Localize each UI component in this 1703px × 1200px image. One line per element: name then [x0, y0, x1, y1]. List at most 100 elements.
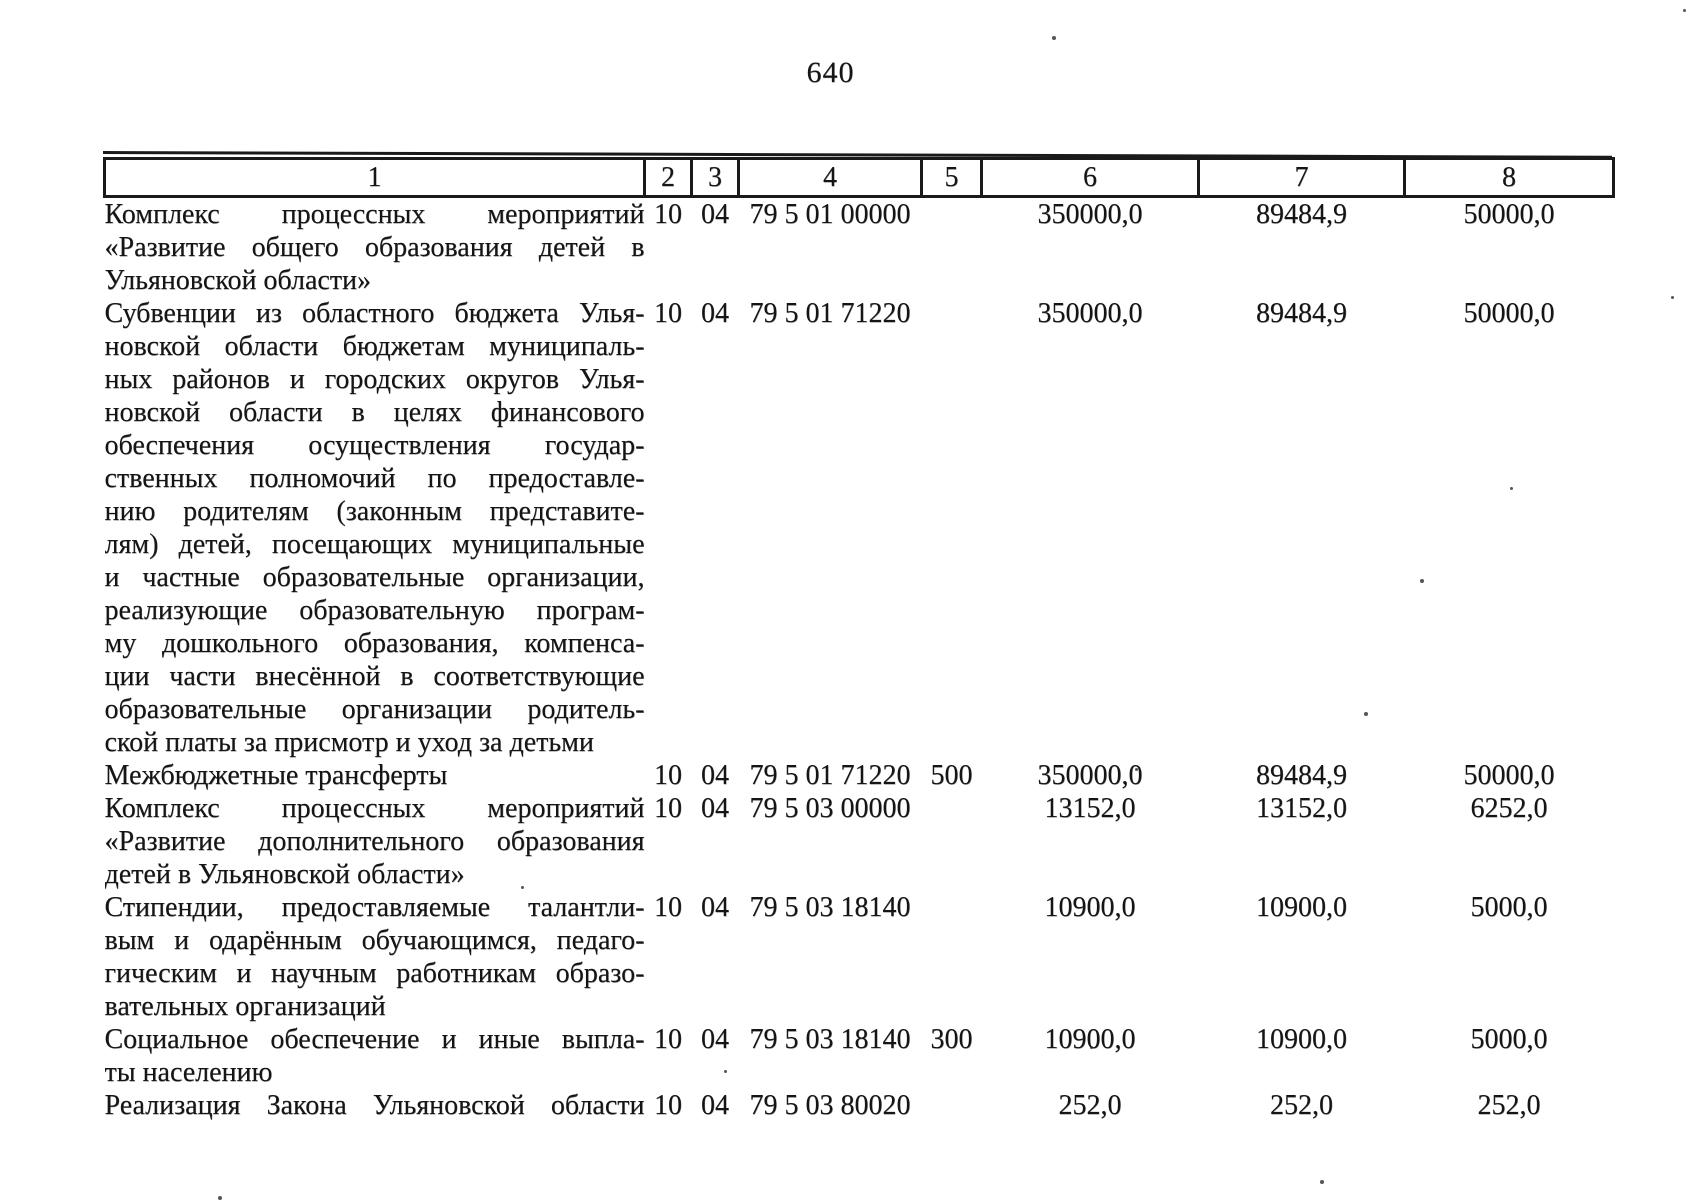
cell-col3: 04: [701, 298, 729, 329]
table-header-row: 1 2 3 4 5 6 7 8: [103, 157, 1615, 198]
scan-speck: [724, 1070, 727, 1073]
column-header-4: 4: [737, 157, 923, 198]
cell-col3: 04: [701, 760, 729, 791]
expense-name-line: обеспечения осуществления государ-: [104, 430, 645, 461]
expense-name-line: ской платы за присмотр и уход за детьми: [104, 727, 594, 758]
table-row: Комплекс процессных мероприятий «Развитие…: [105, 792, 1614, 891]
expense-name-line: Стипендии, предоставляемые талантли-: [104, 892, 645, 923]
scan-speck: [521, 886, 524, 889]
expense-name-line: новской области бюджетам муниципаль-: [104, 331, 645, 362]
column-header-1: 1: [103, 157, 646, 198]
column-header-7: 7: [1197, 157, 1406, 198]
expense-name-line: вательных организаций: [104, 991, 386, 1022]
cell-col6: 350000,0: [1037, 760, 1143, 791]
scan-speck: [1671, 296, 1674, 299]
scan-speck: [1052, 36, 1056, 40]
page-number: 640: [806, 56, 855, 89]
expense-name-line: Межбюджетные трансферты: [104, 760, 448, 791]
cell-col6: 350000,0: [1037, 199, 1143, 230]
cell-col6: 350000,0: [1037, 298, 1143, 329]
expense-name-line: образовательные организации родитель-: [104, 694, 645, 725]
expense-name-line: Комплекс процессных мероприятий: [104, 793, 645, 824]
cell-col6: 10900,0: [1044, 892, 1136, 923]
cell-expense-name: Социальное обеспечение и иные выпла-ты н…: [105, 1023, 645, 1089]
expense-name-line: Социальное обеспечение и иные выпла-: [104, 1024, 645, 1055]
cell-expense-name: Межбюджетные трансферты: [105, 759, 645, 792]
scan-speck: [1320, 1180, 1324, 1184]
cell-col2: 10: [654, 793, 682, 824]
column-header-6: 6: [980, 157, 1200, 198]
table-row: Социальное обеспечение и иные выпла-ты н…: [105, 1023, 1614, 1089]
cell-col2: 10: [654, 199, 682, 230]
column-header-3: 3: [690, 157, 740, 198]
cell-expense-name: Стипендии, предоставляемые талантли-вым …: [105, 891, 645, 1023]
column-header-2: 2: [643, 157, 693, 198]
column-header-5: 5: [920, 157, 983, 198]
table-row: Стипендии, предоставляемые талантли-вым …: [105, 891, 1614, 1023]
scan-speck: [260, 837, 263, 840]
scan-speck: [1364, 712, 1368, 716]
expense-name-line: «Развитие общего образования детей в: [104, 232, 645, 263]
cell-col3: 04: [701, 1024, 729, 1055]
expense-name-line: Субвенции из областного бюджета Улья-: [104, 298, 645, 329]
scan-speck: [218, 1196, 222, 1200]
expense-name-line: вым и одарённым обучающимся, педаго-: [104, 925, 645, 956]
cell-col8: 50000,0: [1463, 298, 1555, 329]
cell-col5: [922, 792, 982, 891]
cell-col8: 6252,0: [1470, 793, 1548, 824]
cell-col4: 79 5 01 71220: [749, 760, 911, 791]
cell-col2: 10: [654, 298, 682, 329]
expense-name-line: ции части внесённой в соответствующие: [104, 661, 645, 692]
column-header-8: 8: [1403, 157, 1615, 198]
cell-col2: 10: [654, 1024, 682, 1055]
scan-speck: [1090, 1046, 1093, 1049]
cell-col7: 89484,9: [1256, 298, 1347, 329]
cell-col2: 10: [654, 892, 682, 923]
cell-col5: 500: [930, 760, 973, 791]
cell-expense-name: Комплекс процессных мероприятий «Развитие…: [105, 197, 645, 298]
scan-speck: [1420, 579, 1424, 583]
budget-table: 1 2 3 4 5 6 7 8 Комплекс процессных меро…: [103, 157, 1615, 1122]
expense-name-line: Реализация Закона Ульяновской области: [104, 1090, 645, 1121]
cell-col4: 79 5 03 18140: [749, 892, 911, 923]
cell-col6: 252,0: [1058, 1090, 1122, 1121]
table-row: Комплекс процессных мероприятий «Развитие…: [105, 197, 1614, 298]
expense-name-line: детей в Ульяновской области»: [104, 859, 465, 890]
scan-speck: [1683, 9, 1686, 12]
cell-col4: 79 5 01 71220: [749, 298, 911, 329]
cell-col2: 10: [654, 1090, 682, 1121]
scan-speck: [1510, 487, 1513, 490]
cell-col8: 50000,0: [1463, 199, 1555, 230]
cell-col5: [922, 1089, 982, 1122]
table-body: Комплекс процессных мероприятий «Развитие…: [105, 197, 1614, 1123]
cell-col3: 04: [701, 793, 729, 824]
expense-name-line: ственных полномочий по предоставле-: [104, 463, 645, 494]
cell-col7: 89484,9: [1256, 760, 1347, 791]
cell-expense-name: Комплекс процессных мероприятий «Развитие…: [105, 792, 645, 891]
cell-col7: 10900,0: [1256, 892, 1347, 923]
cell-col5: 300: [930, 1024, 973, 1055]
cell-col8: 50000,0: [1463, 760, 1555, 791]
cell-col7: 89484,9: [1256, 199, 1347, 230]
cell-col5: [922, 891, 982, 1023]
expense-name-line: и частные образовательные организации,: [104, 562, 645, 593]
cell-col6: 10900,0: [1044, 1024, 1136, 1055]
cell-col7: 252,0: [1270, 1090, 1333, 1121]
cell-col5: [922, 297, 982, 759]
cell-col3: 04: [701, 199, 729, 230]
expense-name-line: Комплекс процессных мероприятий: [104, 199, 645, 230]
expense-name-line: му дошкольного образования, компенса-: [104, 628, 645, 659]
cell-col4: 79 5 03 00000: [749, 793, 911, 824]
expense-name-line: нию родителям (законным представите-: [104, 496, 645, 527]
cell-col6: 13152,0: [1044, 793, 1136, 824]
cell-col4: 79 5 03 80020: [749, 1090, 911, 1121]
cell-col3: 04: [701, 1090, 729, 1121]
cell-col2: 10: [654, 760, 682, 791]
cell-col8: 5000,0: [1470, 892, 1548, 923]
expense-name-line: реализующие образовательную програм-: [104, 595, 645, 626]
expense-name-line: Ульяновской области»: [104, 265, 372, 296]
expense-name-line: «Развитие дополнительного образования: [104, 826, 645, 857]
expense-name-line: ных районов и городских округов Улья-: [104, 364, 645, 395]
cell-expense-name: Субвенции из областного бюджета Улья-нов…: [105, 297, 645, 759]
